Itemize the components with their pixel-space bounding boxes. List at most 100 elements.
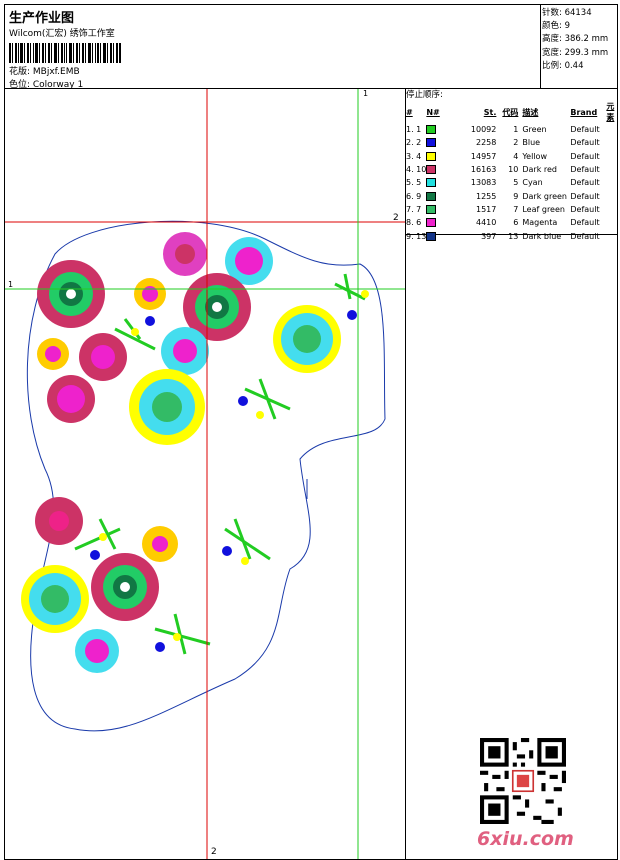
flower-top-left	[37, 260, 105, 328]
color-swatch-box	[426, 191, 437, 201]
flower-small-star-1	[134, 278, 166, 310]
row-desc: Leaf green	[522, 204, 565, 214]
color-swatch-box	[426, 165, 437, 175]
row-stitches: 16163	[470, 165, 497, 175]
col-brand: Brand	[570, 107, 598, 117]
design-width: 宽度: 299.3 mm	[542, 47, 609, 58]
qr-code	[480, 738, 566, 824]
row-code: 5	[513, 178, 519, 188]
flower-left-star	[37, 338, 69, 370]
row-element	[606, 203, 617, 216]
guide-label-green-top: 1	[363, 89, 369, 98]
row-element	[606, 163, 617, 176]
col-hash: #	[406, 107, 413, 117]
row-index: 5. 5	[406, 178, 422, 188]
row-stitches: 1517	[476, 204, 497, 214]
row-code: 10	[508, 165, 519, 175]
guide-label-red-right: 2	[393, 213, 399, 223]
color-swatch	[426, 203, 452, 216]
embroidery-artwork	[5, 89, 405, 859]
row-index: 1. 1	[406, 125, 422, 135]
flower-top-cyan-star	[225, 237, 273, 285]
color-row: 5. 5 13083 5 Cyan Default	[406, 176, 617, 189]
color-row: 4. 10 16163 10 Dark red Default	[406, 163, 617, 176]
flower-lower-left-magenta	[35, 497, 83, 545]
row-desc: Dark blue	[522, 231, 562, 241]
color-swatch	[426, 150, 452, 163]
color-count: 颜色: 9	[542, 21, 570, 32]
color-swatch-box	[426, 204, 437, 214]
blue-buds	[90, 310, 357, 652]
color-row: 2. 2 2258 2 Blue Default	[406, 136, 617, 149]
stats-panel: 针数: 64134 颜色: 9 高度: 386.2 mm 宽度: 299.3 m…	[540, 4, 618, 89]
company-name: Wilcom(汇宏) 绣饰工作室	[9, 29, 115, 39]
color-swatch	[426, 216, 452, 229]
row-stitches: 4410	[476, 218, 497, 228]
flower-lower-left-yellow	[21, 565, 89, 633]
row-brand: Default	[570, 125, 600, 135]
row-desc: Blue	[522, 138, 541, 148]
flower-center-dark	[183, 273, 251, 341]
row-desc: Green	[522, 125, 547, 135]
design-canvas: 1 2 2 1	[4, 88, 406, 860]
row-desc: Dark green	[522, 191, 567, 201]
row-brand: Default	[570, 165, 600, 175]
color-row: 8. 6 4410 6 Magenta Default	[406, 216, 617, 229]
row-code: 6	[513, 218, 519, 228]
flower-center-large	[129, 369, 205, 445]
row-index: 2. 2	[406, 138, 422, 148]
col-desc: 描述	[522, 107, 539, 117]
row-code: 1	[513, 125, 519, 135]
col-code: 代码	[502, 107, 519, 117]
design-file-label: 花版: MBjxf.EMB	[9, 67, 80, 77]
row-code: 2	[513, 138, 519, 148]
leaf-sprays	[74, 273, 366, 655]
flower-bottom-cyan	[75, 629, 119, 673]
row-stitches: 14957	[470, 151, 497, 161]
col-element: 元素	[606, 102, 615, 122]
header-panel: 生产作业图 Wilcom(汇宏) 绣饰工作室 花版: MBjxf.EMB 色位:…	[4, 4, 541, 90]
flower-lower-star	[142, 526, 178, 562]
color-row: 1. 1 10092 1 Green Default	[406, 123, 617, 136]
row-index: 8. 6	[406, 218, 422, 228]
row-brand: Default	[570, 178, 600, 188]
row-element	[606, 176, 617, 189]
site-watermark: 6xiu.com	[477, 828, 574, 850]
row-stitches: 10092	[470, 125, 497, 135]
color-swatch-box	[426, 138, 437, 148]
color-swatch-box	[426, 151, 437, 161]
row-stitches: 13083	[470, 178, 497, 188]
color-swatch	[426, 176, 452, 189]
col-needle: N#	[426, 107, 440, 117]
col-stitches: St.	[483, 107, 497, 117]
design-scale: 比例: 0.44	[542, 60, 584, 71]
row-desc: Magenta	[522, 218, 558, 228]
flower-right-yellow	[273, 305, 341, 373]
color-swatch-box	[426, 231, 437, 241]
color-row: 6. 9 1255 9 Dark green Default	[406, 189, 617, 202]
row-code: 13	[508, 231, 519, 241]
row-brand: Default	[570, 151, 600, 161]
row-stitches: 2258	[476, 138, 497, 148]
row-index: 3. 4	[406, 151, 422, 161]
color-swatch	[426, 163, 452, 176]
row-desc: Dark red	[522, 165, 557, 175]
color-swatch-box	[426, 125, 437, 135]
guide-label-red-bottom: 2	[211, 847, 217, 857]
stitch-count: 针数: 64134	[542, 8, 592, 18]
row-code: 9	[513, 191, 519, 201]
guide-label-green-left: 1	[8, 280, 14, 289]
yellow-buds	[99, 290, 369, 641]
row-desc: Cyan	[522, 178, 543, 188]
stop-sequence-panel: 停止顺序: # N# St. 代码 描述 Brand 元素 1. 1 10092 1…	[405, 88, 618, 241]
row-brand: Default	[570, 138, 600, 148]
row-index: 7. 7	[406, 204, 422, 214]
page-title: 生产作业图	[9, 11, 75, 26]
color-swatch-box	[426, 178, 437, 188]
color-row: 3. 4 14957 4 Yellow Default	[406, 150, 617, 163]
row-brand: Default	[570, 231, 600, 241]
color-swatch	[426, 229, 452, 242]
flower-left-magenta-2	[47, 375, 95, 423]
row-element	[606, 136, 617, 149]
color-swatch-box	[426, 218, 437, 228]
